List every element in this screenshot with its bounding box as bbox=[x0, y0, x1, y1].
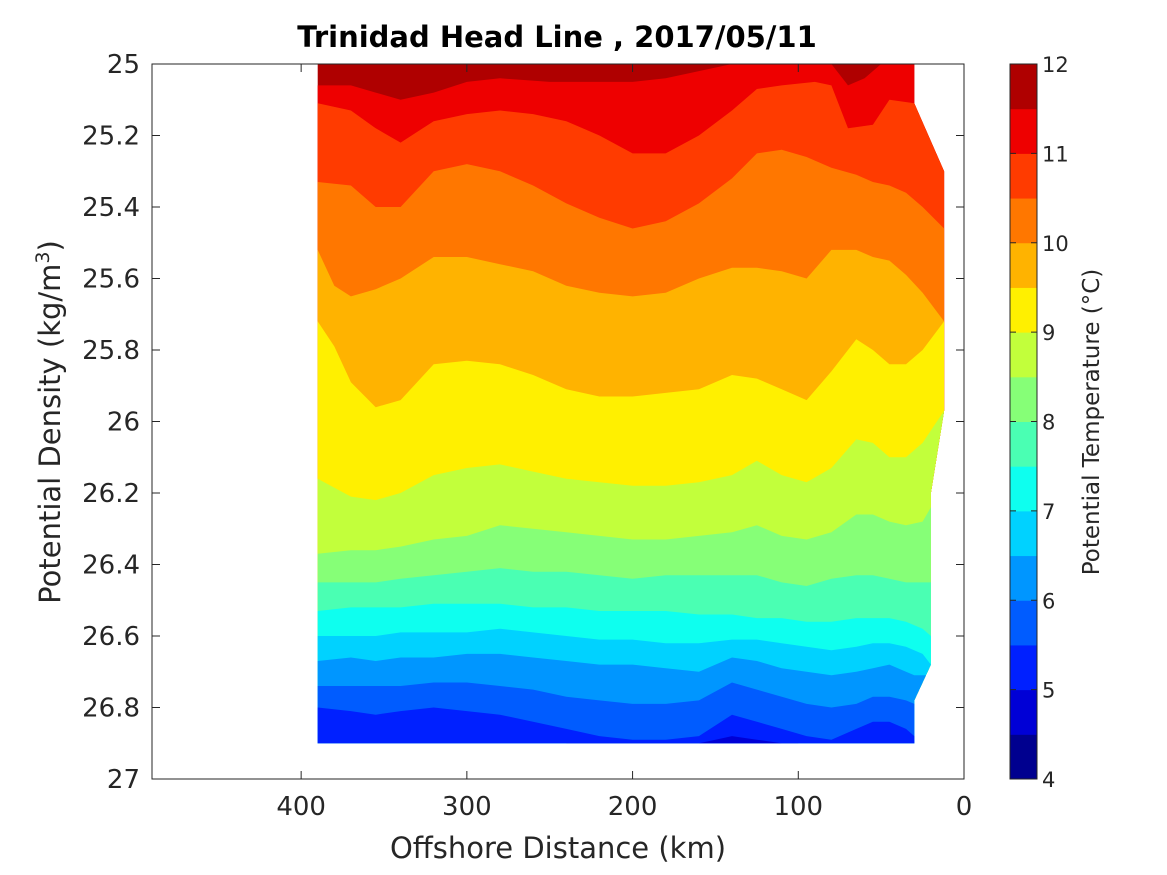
y-axis: 25 25.2 25.4 25.6 25.8 26 26.2 26.4 26.6 26.8 27 bbox=[82, 50, 964, 795]
colorbar-segment bbox=[1010, 153, 1037, 199]
colorbar-tick-label: 8 bbox=[1042, 411, 1055, 435]
y-tick-label: 25.2 bbox=[82, 122, 140, 152]
y-axis-label-superscript: 3 bbox=[32, 251, 54, 263]
colorbar-segment bbox=[1010, 466, 1037, 512]
colorbar-segment bbox=[1010, 242, 1037, 288]
x-tick-label: 300 bbox=[442, 792, 492, 822]
colorbar-segment bbox=[1010, 734, 1037, 780]
contour-fill-layer bbox=[317, 64, 945, 744]
x-tick-label: 200 bbox=[608, 792, 658, 822]
y-tick-label: 26.6 bbox=[82, 622, 140, 652]
colorbar: 4 5 6 7 8 9 10 11 12 bbox=[1009, 53, 1069, 792]
colorbar-segment bbox=[1010, 689, 1037, 735]
y-tick-label: 26.8 bbox=[82, 694, 140, 724]
contour-band bbox=[317, 707, 945, 744]
colorbar-tick-label: 12 bbox=[1042, 53, 1069, 77]
colorbar-segment bbox=[1010, 510, 1037, 557]
colorbar-tick-label: 5 bbox=[1042, 679, 1055, 703]
colorbar-tick-label: 6 bbox=[1042, 589, 1055, 613]
y-tick-label: 25 bbox=[107, 50, 140, 80]
colorbar-tick-label: 11 bbox=[1042, 142, 1069, 166]
colorbar-tick-label: 10 bbox=[1042, 232, 1069, 256]
x-axis: 400 300 200 100 0 bbox=[276, 64, 972, 822]
x-axis-label: Offshore Distance (km) bbox=[390, 831, 726, 865]
y-tick-label: 25.8 bbox=[82, 336, 140, 366]
y-axis-label-close: ) bbox=[33, 240, 67, 251]
colorbar-tick-label: 4 bbox=[1042, 768, 1055, 792]
colorbar-segment bbox=[1010, 332, 1037, 378]
colorbar-segment bbox=[1010, 421, 1037, 467]
colorbar-tick-label: 7 bbox=[1042, 500, 1055, 524]
chart-title: Trinidad Head Line , 2017/05/11 bbox=[297, 20, 817, 54]
x-tick-label: 100 bbox=[773, 792, 823, 822]
colorbar-segment bbox=[1010, 600, 1037, 646]
y-axis-label-main: Potential Density (kg/m bbox=[33, 264, 67, 604]
y-tick-label: 25.4 bbox=[82, 193, 140, 223]
y-tick-label: 25.6 bbox=[82, 265, 140, 295]
colorbar-label: Potential Temperature (°C) bbox=[1079, 269, 1105, 576]
colorbar-segment bbox=[1010, 108, 1037, 154]
y-tick-label: 26.4 bbox=[82, 551, 140, 581]
colorbar-segment bbox=[1010, 64, 1037, 110]
y-tick-label: 26 bbox=[107, 408, 140, 438]
y-tick-label: 27 bbox=[107, 765, 140, 795]
colorbar-segment bbox=[1010, 555, 1037, 601]
y-axis-label: Potential Density (kg/m3) bbox=[32, 240, 67, 604]
x-tick-label: 400 bbox=[276, 792, 326, 822]
colorbar-segment bbox=[1010, 198, 1037, 244]
y-tick-label: 26.2 bbox=[82, 479, 140, 509]
colorbar-tick-label: 9 bbox=[1042, 321, 1055, 345]
colorbar-segment bbox=[1010, 644, 1037, 691]
contour-band bbox=[566, 736, 799, 744]
colorbar-segment bbox=[1010, 376, 1037, 422]
x-tick-label: 0 bbox=[956, 792, 973, 822]
colorbar-segment bbox=[1010, 287, 1037, 333]
